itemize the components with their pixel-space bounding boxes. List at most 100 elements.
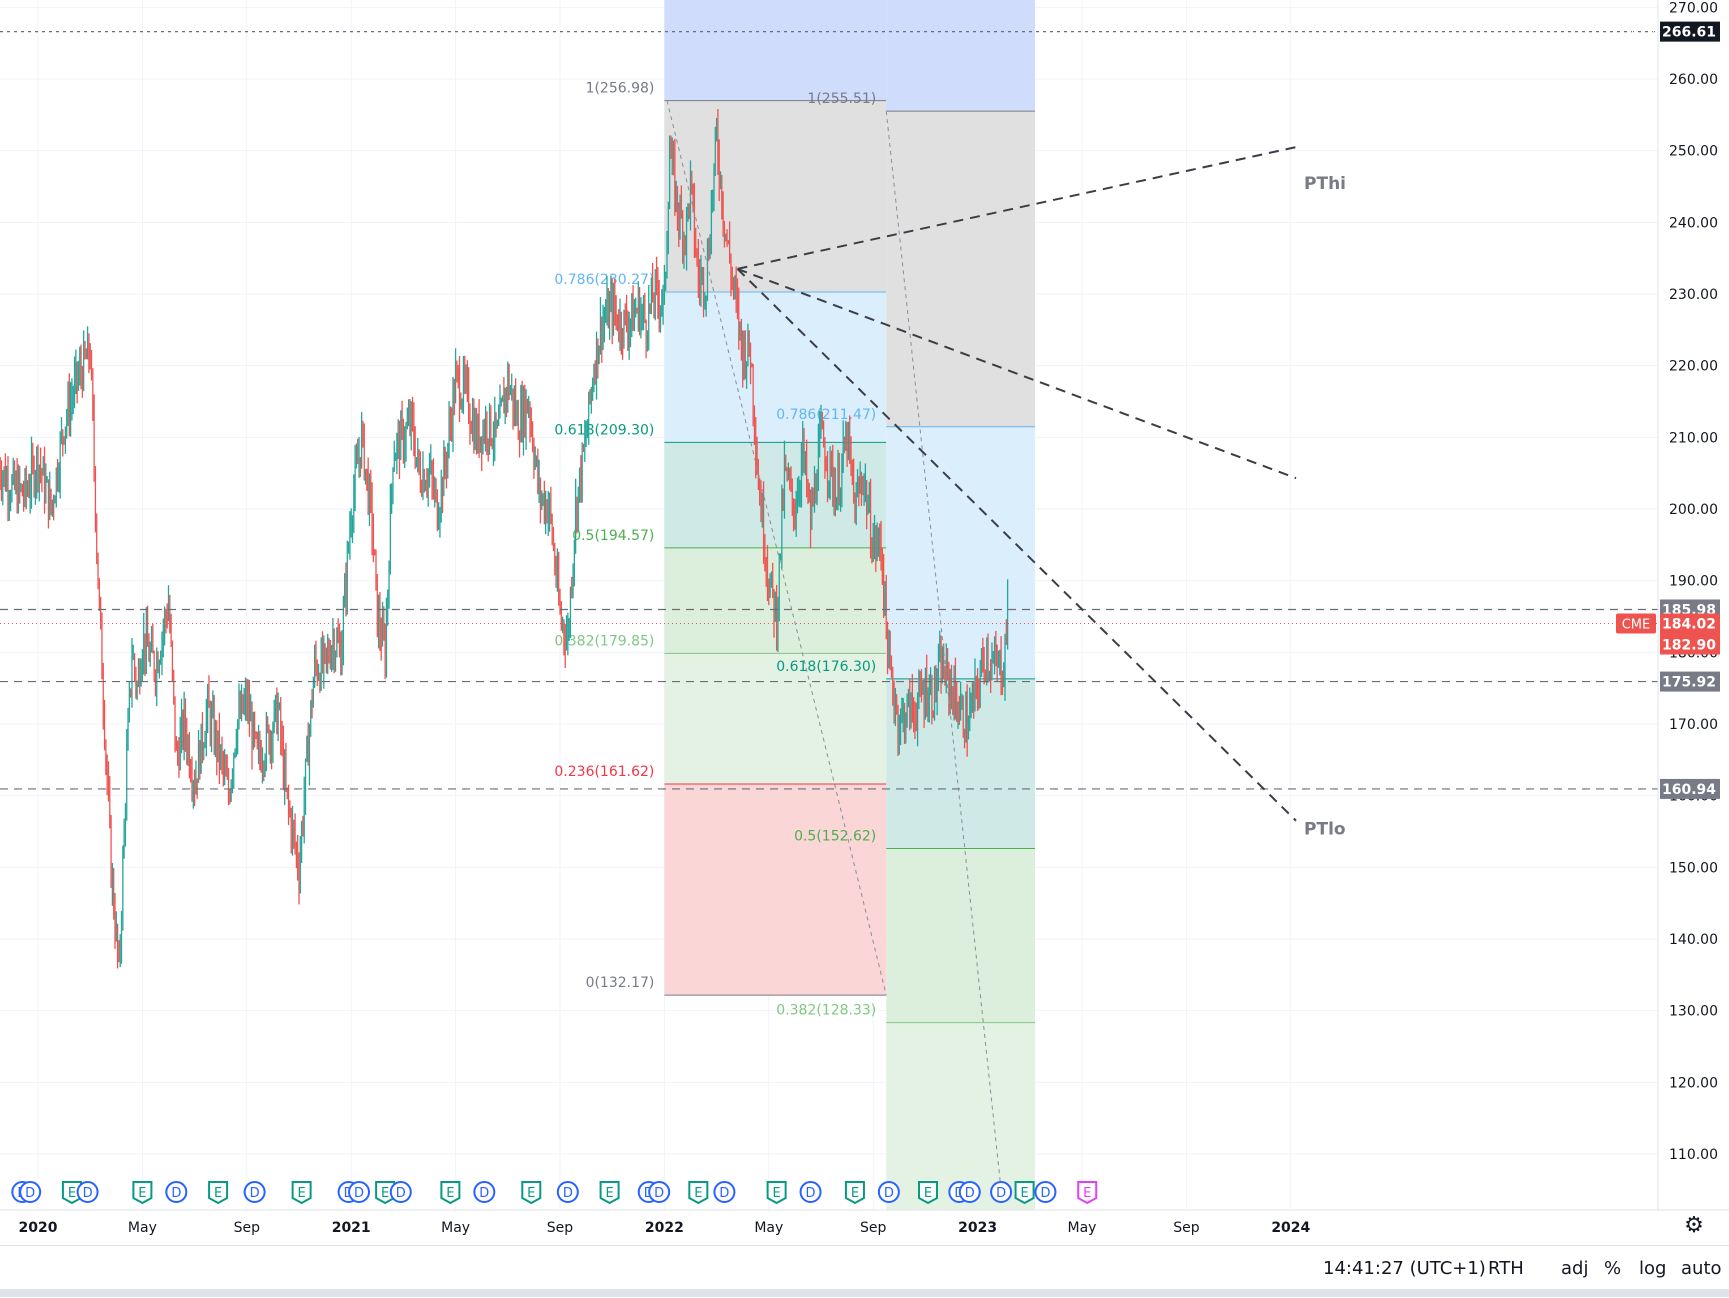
time-axis: 2020 May Sep 2021 May Sep 2022 May Sep 2023 May Sep… [0,1209,1729,1245]
event-marker-D[interactable]: D [19,1181,42,1203]
fib-level-label: 1(255.51) [807,91,876,107]
event-marker-E[interactable]: E [1014,1181,1035,1205]
fib-level-label: 0.618(176.30) [776,659,876,675]
fib-level-label: 0.236(161.62) [554,764,654,780]
event-marker-D[interactable]: D [243,1181,266,1203]
time-tick-label: Sep [234,1220,261,1236]
earnings-icon [521,1181,542,1205]
time-tick-label: 2022 [645,1220,684,1236]
event-marker-E[interactable]: E [1077,1181,1098,1205]
time-tick-label: May [128,1220,157,1236]
event-marker-D[interactable]: D [473,1181,496,1203]
dividend-icon [348,1181,371,1203]
earnings-label: E [298,1186,306,1201]
price-tick-label: 140.00 [1669,932,1718,948]
event-marker-D[interactable]: D [990,1181,1013,1203]
event-marker-D[interactable]: D [877,1181,900,1203]
event-marker-D[interactable]: D [76,1181,99,1203]
event-marker-D[interactable]: D [713,1181,736,1203]
earnings-label: E [138,1186,146,1201]
event-marker-D[interactable]: D [1034,1181,1057,1203]
price-tick-label: 260.00 [1669,72,1718,88]
dividend-icon [1034,1181,1057,1203]
price-tick-label: 270.00 [1669,0,1718,16]
earnings-label: E [773,1186,781,1201]
earnings-label: E [924,1186,932,1201]
trendlines: PThi PTlo [666,100,1346,1190]
dividend-icon [556,1181,579,1203]
event-marker-E[interactable]: E [599,1181,620,1205]
event-marker-E[interactable]: E [208,1181,229,1205]
event-marker-E[interactable]: E [375,1181,396,1205]
event-marker-E[interactable]: E [132,1181,153,1205]
price-chart[interactable]: 1(256.98) 0.786(230.27) 0.618(209.30) 0.5(1… [0,0,1729,1245]
clock-time[interactable]: 14:41:27 (UTC+1) [1323,1258,1486,1279]
price-line-label-bg [1660,778,1720,799]
event-marker-E[interactable]: E [766,1181,787,1205]
fib-top-zone [664,0,887,101]
time-tick-label: Sep [860,1220,887,1236]
percent-toggle[interactable]: % [1604,1258,1622,1279]
event-marker-E[interactable]: E [688,1181,709,1205]
earnings-label: E [1020,1186,1028,1201]
fib-level-label: 0.5(152.62) [794,829,876,845]
time-tick-label: 2021 [332,1220,371,1236]
fib-level-label: 1(256.98) [586,81,655,97]
fib-zone [664,442,887,548]
earnings-label: E [446,1186,454,1201]
earnings-icon [918,1181,939,1205]
earnings-label: E [214,1186,222,1201]
event-marker-D[interactable]: D [799,1181,822,1203]
adj-toggle[interactable]: adj [1561,1258,1589,1279]
plus-circle-icon[interactable]: + [1632,20,1654,42]
time-tick-label: Sep [547,1220,574,1236]
event-marker-D[interactable]: D [348,1181,371,1203]
time-tick-label: May [754,1220,783,1236]
event-marker-E[interactable]: E [61,1181,82,1205]
dividend-label: D [806,1186,816,1201]
price-line-label-bg [1660,671,1720,692]
auto-toggle[interactable]: auto [1681,1258,1722,1279]
dividend-label: D [25,1186,35,1201]
dividend-icon [799,1181,822,1203]
price-tick-label: 120.00 [1669,1075,1718,1091]
last-price-bg [1660,613,1720,655]
price-tick-label: 210.00 [1669,430,1718,446]
dividend-label: D [171,1186,181,1201]
gear-icon[interactable]: ⚙ [1684,1213,1704,1238]
event-marker-D[interactable]: D [648,1181,671,1203]
earnings-label: E [605,1186,613,1201]
price-tick-label: 220.00 [1669,359,1718,375]
earnings-icon [208,1181,229,1205]
price-axis: 110.00120.00130.00140.00150.00160.00170.… [1616,0,1729,1245]
event-marker-E[interactable]: E [844,1181,865,1205]
time-tick-label: May [441,1220,470,1236]
event-marker-E[interactable]: E [521,1181,542,1205]
event-marker-E[interactable]: E [291,1181,312,1205]
fib-trend-line [666,100,887,996]
event-marker-D[interactable]: D [958,1181,981,1203]
price-tick-label: 130.00 [1669,1004,1718,1020]
fib-zone [664,784,887,996]
session-toggle[interactable]: RTH [1488,1258,1524,1279]
trend-line-PTlo [736,268,1297,822]
fib-retracements: 1(256.98) 0.786(230.27) 0.618(209.30) 0.5(1… [554,0,1036,1210]
dividend-icon [958,1181,981,1203]
log-toggle[interactable]: log [1639,1258,1667,1279]
price-tick-label: 200.00 [1669,502,1718,518]
dividend-icon [990,1181,1013,1203]
fib-zone [886,111,1036,427]
event-marker-D[interactable]: D [165,1181,188,1203]
dividend-icon [473,1181,496,1203]
event-marker-E[interactable]: E [440,1181,461,1205]
event-marker-D[interactable]: D [389,1181,412,1203]
event-marker-D[interactable]: D [556,1181,579,1203]
event-marker-E[interactable]: E [918,1181,939,1205]
earnings-icon [844,1181,865,1205]
earnings-label: E [851,1186,859,1201]
previous-close-label: 182.90 [1662,638,1716,654]
time-tick-label: May [1068,1220,1097,1236]
dividend-label: D [563,1186,573,1201]
fib-level-label: 0.382(179.85) [554,633,654,649]
